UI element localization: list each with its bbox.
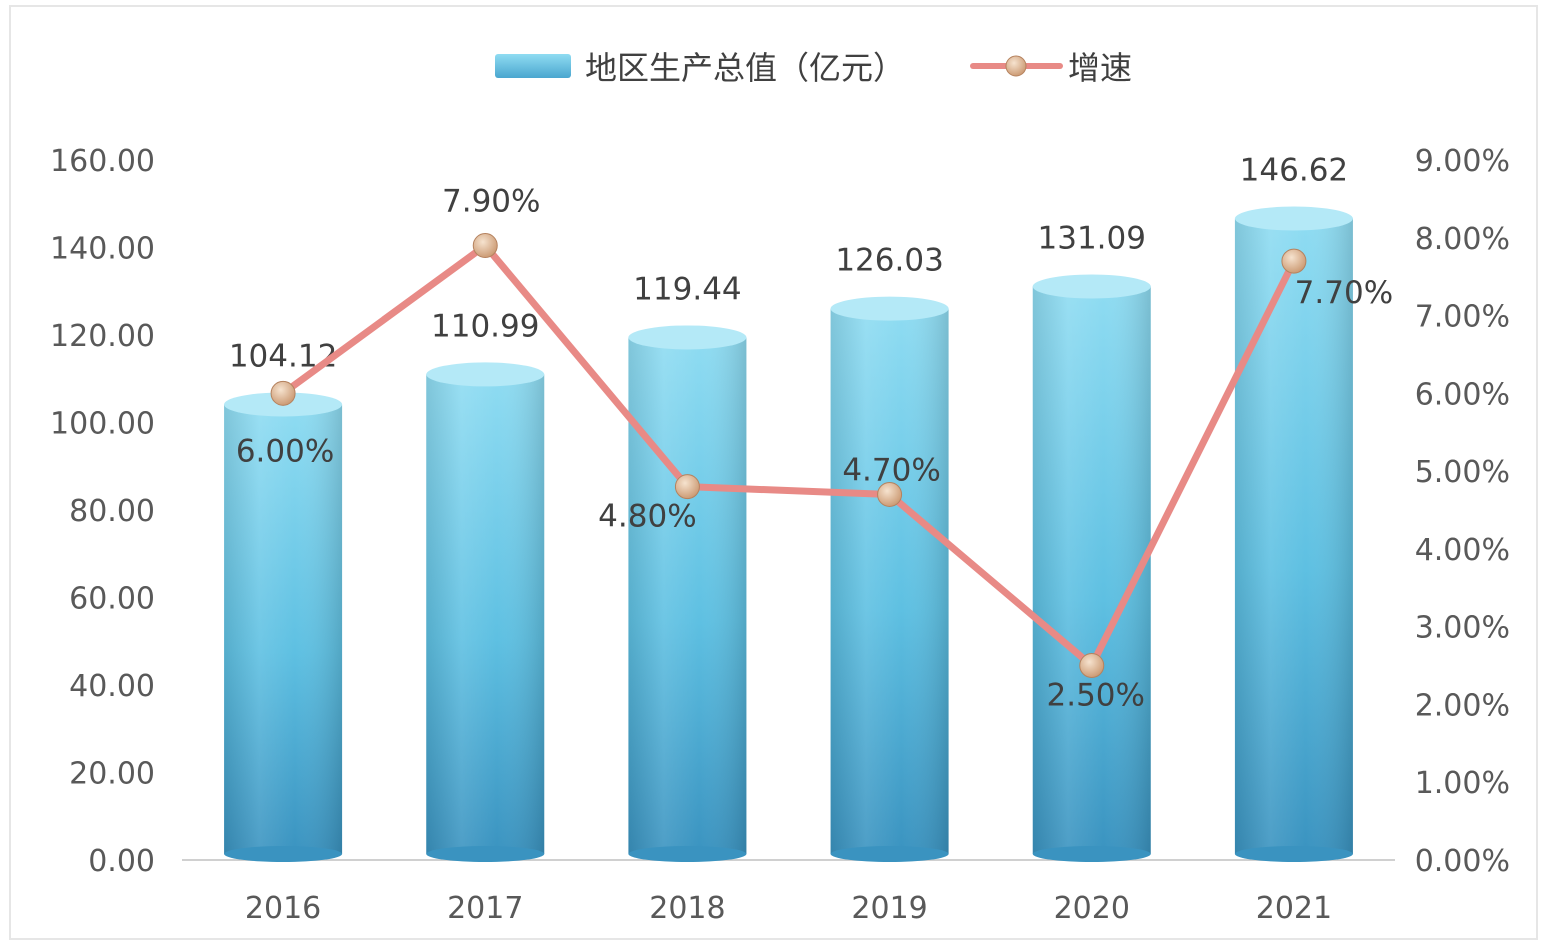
y-left-tick-label: 80.00 xyxy=(69,494,155,529)
y-left-tick-label: 60.00 xyxy=(69,582,155,617)
bar: 104.12 xyxy=(224,338,343,862)
bar-shade xyxy=(628,337,747,854)
y-right-tick-label: 8.00% xyxy=(1415,222,1510,257)
y-right-tick-label: 2.00% xyxy=(1415,688,1510,723)
bar: 131.09 xyxy=(1032,220,1151,862)
growth-marker xyxy=(270,380,296,406)
y-right-tick-label: 5.00% xyxy=(1415,455,1510,490)
y-right-tick-label: 3.00% xyxy=(1415,611,1510,646)
bar-base xyxy=(426,846,545,862)
bar-shade xyxy=(1234,218,1353,855)
bar-value-label: 110.99 xyxy=(431,308,539,344)
bar: 110.99 xyxy=(426,308,545,862)
growth-value-label: 6.00% xyxy=(236,433,334,469)
bar-cap xyxy=(830,296,949,321)
growth-marker xyxy=(877,481,903,507)
bar: 119.44 xyxy=(628,271,747,862)
x-tick-label: 2019 xyxy=(851,891,927,926)
bar: 126.03 xyxy=(830,243,949,862)
growth-value-label: 4.80% xyxy=(598,499,696,535)
y-left-tick-label: 40.00 xyxy=(69,669,155,704)
bar-shade xyxy=(224,404,343,854)
x-tick-label: 2018 xyxy=(649,891,725,926)
y-right-tick-label: 4.00% xyxy=(1415,533,1510,568)
y-right-tick-label: 9.00% xyxy=(1415,144,1510,179)
legend-swatch-bar xyxy=(495,54,571,78)
legend-label-line: 增速 xyxy=(1068,49,1132,87)
bar-base xyxy=(1032,846,1151,862)
bar: 146.62 xyxy=(1234,153,1353,862)
growth-marker xyxy=(674,474,700,500)
bar-base xyxy=(830,846,949,862)
bar-cap xyxy=(1234,206,1353,231)
x-tick-label: 2020 xyxy=(1054,891,1130,926)
y-right-tick-label: 0.00% xyxy=(1415,844,1510,879)
bar-base xyxy=(1234,846,1353,862)
legend: 地区生产总值（亿元） 增速 xyxy=(495,49,1132,87)
growth-value-label: 2.50% xyxy=(1047,678,1145,714)
y-right-tick-label: 1.00% xyxy=(1415,766,1510,801)
y-axis-right: 0.00% 1.00% 2.00% 3.00% 4.00% 5.00% 6.00% 7.00%… xyxy=(1415,144,1510,879)
x-axis: 2016 2017 2018 2019 2020 2021 xyxy=(245,891,1332,926)
y-left-tick-label: 140.00 xyxy=(50,232,155,267)
bar-base xyxy=(628,846,747,862)
legend-swatch-marker xyxy=(1005,55,1027,77)
legend-label-bar: 地区生产总值（亿元） xyxy=(585,49,905,87)
chart-frame xyxy=(9,5,1538,940)
bar-cap xyxy=(1032,274,1151,299)
bar-shade xyxy=(1032,286,1151,854)
bar-cap xyxy=(426,362,545,387)
bar-value-label: 126.03 xyxy=(835,243,943,279)
growth-line-path xyxy=(279,242,1298,670)
bar-base xyxy=(224,846,343,862)
bar-cap xyxy=(628,325,747,350)
x-tick-label: 2021 xyxy=(1256,891,1332,926)
y-left-tick-label: 160.00 xyxy=(50,144,155,179)
bar-shade xyxy=(426,374,545,854)
bar-value-label: 146.62 xyxy=(1240,153,1348,189)
bar-value-label: 119.44 xyxy=(633,271,741,307)
growth-marker xyxy=(472,233,498,259)
bar-value-label: 131.09 xyxy=(1038,220,1146,256)
y-right-tick-label: 7.00% xyxy=(1415,300,1510,335)
bar-shade xyxy=(830,308,949,854)
growth-line: 6.00% 7.90% 4.80% 4.70% 2.50% 7.70% xyxy=(236,184,1393,714)
bars: 104.12 110.99 119.44 126.03 131.09 146.62 xyxy=(224,153,1353,862)
y-left-tick-label: 20.00 xyxy=(69,757,155,792)
x-tick-label: 2017 xyxy=(447,891,523,926)
growth-value-label: 7.90% xyxy=(442,184,540,220)
growth-marker xyxy=(1281,248,1307,274)
y-left-tick-label: 0.00 xyxy=(88,844,155,879)
growth-value-label: 4.70% xyxy=(842,452,940,488)
y-axis-left: 0.00 20.00 40.00 60.00 80.00 100.00 120.00 140.… xyxy=(50,144,155,879)
y-left-tick-label: 100.00 xyxy=(50,407,155,442)
y-left-tick-label: 120.00 xyxy=(50,319,155,354)
x-tick-label: 2016 xyxy=(245,891,321,926)
growth-marker xyxy=(1079,653,1105,679)
growth-value-label: 7.70% xyxy=(1295,275,1393,311)
y-right-tick-label: 6.00% xyxy=(1415,377,1510,412)
